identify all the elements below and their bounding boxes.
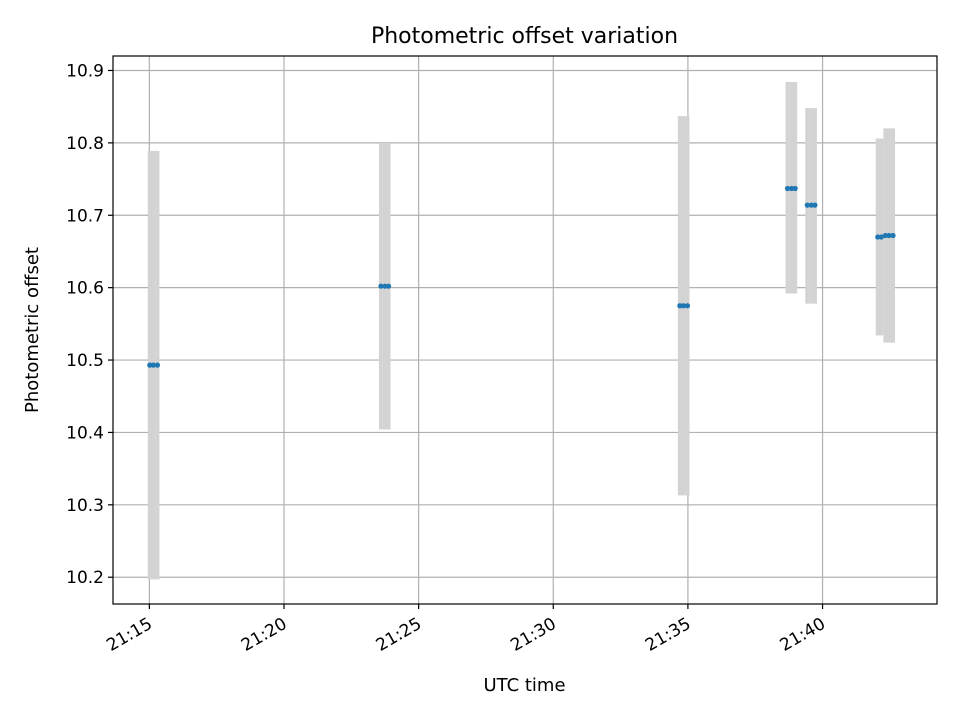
data-point: [886, 232, 892, 239]
data-point: [684, 303, 691, 309]
y-axis-label: Photometric offset: [22, 247, 43, 413]
data-point: [890, 232, 896, 239]
data-point: [808, 202, 814, 208]
data-point: [878, 234, 884, 240]
y-tick-label: 10.8: [66, 134, 104, 154]
data-point: [382, 283, 388, 289]
plot-frame: [112, 55, 938, 605]
x-tick-label: 21:40: [777, 614, 829, 656]
data-point: [154, 362, 161, 368]
x-tick-label: 21:20: [238, 614, 290, 656]
x-axis-label: UTC time: [483, 675, 565, 696]
x-tick-label: 21:35: [642, 614, 694, 656]
data-point: [882, 232, 888, 239]
data-point: [680, 303, 687, 309]
data-point: [804, 202, 810, 208]
data-point: [792, 185, 798, 192]
x-axis: 21:15 21:20 21:25 21:30 21:35 21:40: [103, 604, 829, 656]
data-point: [788, 185, 795, 192]
y-tick-label: 10.5: [66, 351, 104, 371]
x-tick-label: 21:30: [507, 614, 559, 656]
chart-title: Photometric offset variation: [371, 24, 678, 49]
y-tick-label: 10.3: [66, 496, 104, 516]
data-point: [677, 303, 683, 309]
data-point: [385, 283, 392, 289]
x-tick-label: 21:15: [103, 614, 155, 656]
y-axis: 10.2 10.3 10.4 10.5 10.6 10.7 10.8 10.9: [66, 61, 113, 588]
y-tick-label: 10.6: [66, 279, 104, 299]
y-tick-label: 10.7: [66, 206, 104, 226]
data-point: [147, 362, 153, 368]
y-tick-label: 10.4: [66, 423, 104, 443]
data-point: [875, 234, 881, 240]
data-point: [150, 362, 156, 368]
data-points: [147, 185, 896, 368]
x-tick-label: 21:25: [373, 614, 425, 656]
y-tick-label: 10.9: [66, 61, 104, 81]
data-point: [812, 202, 818, 208]
data-point: [784, 185, 791, 192]
y-tick-label: 10.2: [66, 568, 104, 588]
data-point: [378, 283, 384, 289]
